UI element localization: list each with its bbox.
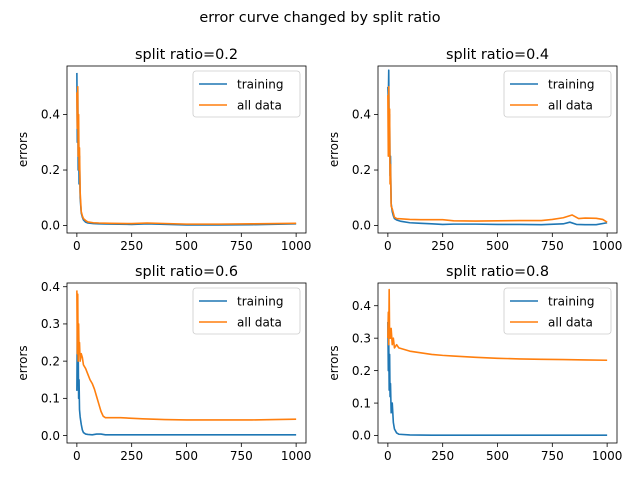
y-tick-label: 0.1 (352, 396, 371, 410)
subplot-2: split ratio=0.4 errors 0 250 500 750 1000 0.0 0.… (327, 47, 622, 253)
y-tick-label: 0.0 (352, 219, 371, 233)
legend-label: all data (548, 98, 593, 112)
subplot-title: split ratio=0.4 (446, 47, 549, 63)
series-line-all-data (76, 86, 297, 225)
y-tick-label: 0.3 (352, 331, 371, 345)
y-axis-label: errors (327, 132, 341, 167)
x-tick-label: 750 (541, 449, 564, 463)
subplot-title: split ratio=0.8 (446, 264, 549, 280)
series-line-training (76, 323, 297, 436)
x-tick-label: 0 (73, 449, 81, 463)
x-tick-label: 250 (120, 449, 143, 463)
series-line-all-data (387, 288, 608, 362)
y-tick-label: 0.0 (41, 429, 60, 443)
subplot-3: split ratio=0.6 errors 0 250 500 750 1000 0.0 0.… (16, 264, 311, 463)
y-tick-label: 0.4 (41, 280, 60, 294)
y-tick-label: 0.0 (352, 429, 371, 443)
x-tick-label: 250 (431, 449, 454, 463)
x-tick-label: 500 (175, 239, 198, 253)
x-tick-label: 0 (384, 239, 392, 253)
x-tick-label: 0 (73, 239, 81, 253)
legend: training all data (503, 287, 612, 335)
subplot-4: split ratio=0.8 errors 0 250 500 750 1000 0.0 0.… (327, 264, 622, 463)
axes-frame (66, 282, 307, 444)
y-axis-label: errors (16, 132, 30, 167)
legend-label: training (548, 77, 595, 91)
subplot-title: split ratio=0.2 (135, 47, 238, 63)
legend-label: training (237, 294, 284, 308)
subplot-1: split ratio=0.2 errors 0 250 500 750 1000 0.0 0.… (16, 47, 311, 253)
y-tick-label: 0.3 (41, 317, 60, 331)
y-axis-label: errors (16, 345, 30, 380)
axes-frame (66, 65, 307, 234)
legend: training all data (192, 287, 301, 335)
y-tick-label: 0.4 (352, 299, 371, 313)
legend: training all data (503, 70, 612, 118)
legend: training all data (192, 70, 301, 118)
legend-label: training (237, 77, 284, 91)
series-line-training (387, 321, 608, 437)
x-tick-label: 250 (120, 239, 143, 253)
x-tick-label: 500 (486, 239, 509, 253)
legend-label: training (548, 294, 595, 308)
y-tick-label: 0.0 (41, 219, 60, 233)
x-tick-label: 1000 (592, 449, 623, 463)
subplot-title: split ratio=0.6 (135, 264, 238, 280)
y-axis-label: errors (327, 345, 341, 380)
x-tick-label: 1000 (281, 239, 312, 253)
y-tick-label: 0.4 (352, 108, 371, 122)
series-line-all-data (387, 86, 608, 223)
x-tick-label: 250 (431, 239, 454, 253)
y-tick-label: 0.2 (352, 364, 371, 378)
subplots: split ratio=0.2 errors 0 250 500 750 1000 0.0 0.… (16, 47, 622, 463)
y-tick-label: 0.2 (41, 354, 60, 368)
x-tick-label: 750 (541, 239, 564, 253)
x-tick-label: 0 (384, 449, 392, 463)
x-tick-label: 750 (230, 239, 253, 253)
figure-title: error curve changed by split ratio (199, 10, 440, 26)
series-line-all-data (76, 290, 297, 421)
legend-label: all data (237, 315, 282, 329)
x-tick-label: 500 (486, 449, 509, 463)
legend-label: all data (237, 98, 282, 112)
axes-frame (377, 282, 618, 444)
legend-label: all data (548, 315, 593, 329)
x-tick-label: 750 (230, 449, 253, 463)
y-tick-label: 0.2 (41, 163, 60, 177)
y-tick-label: 0.1 (41, 392, 60, 406)
x-tick-label: 1000 (592, 239, 623, 253)
x-tick-label: 1000 (281, 449, 312, 463)
axes-frame (377, 65, 618, 234)
y-tick-label: 0.4 (41, 108, 60, 122)
y-tick-label: 0.2 (352, 163, 371, 177)
x-tick-label: 500 (175, 449, 198, 463)
